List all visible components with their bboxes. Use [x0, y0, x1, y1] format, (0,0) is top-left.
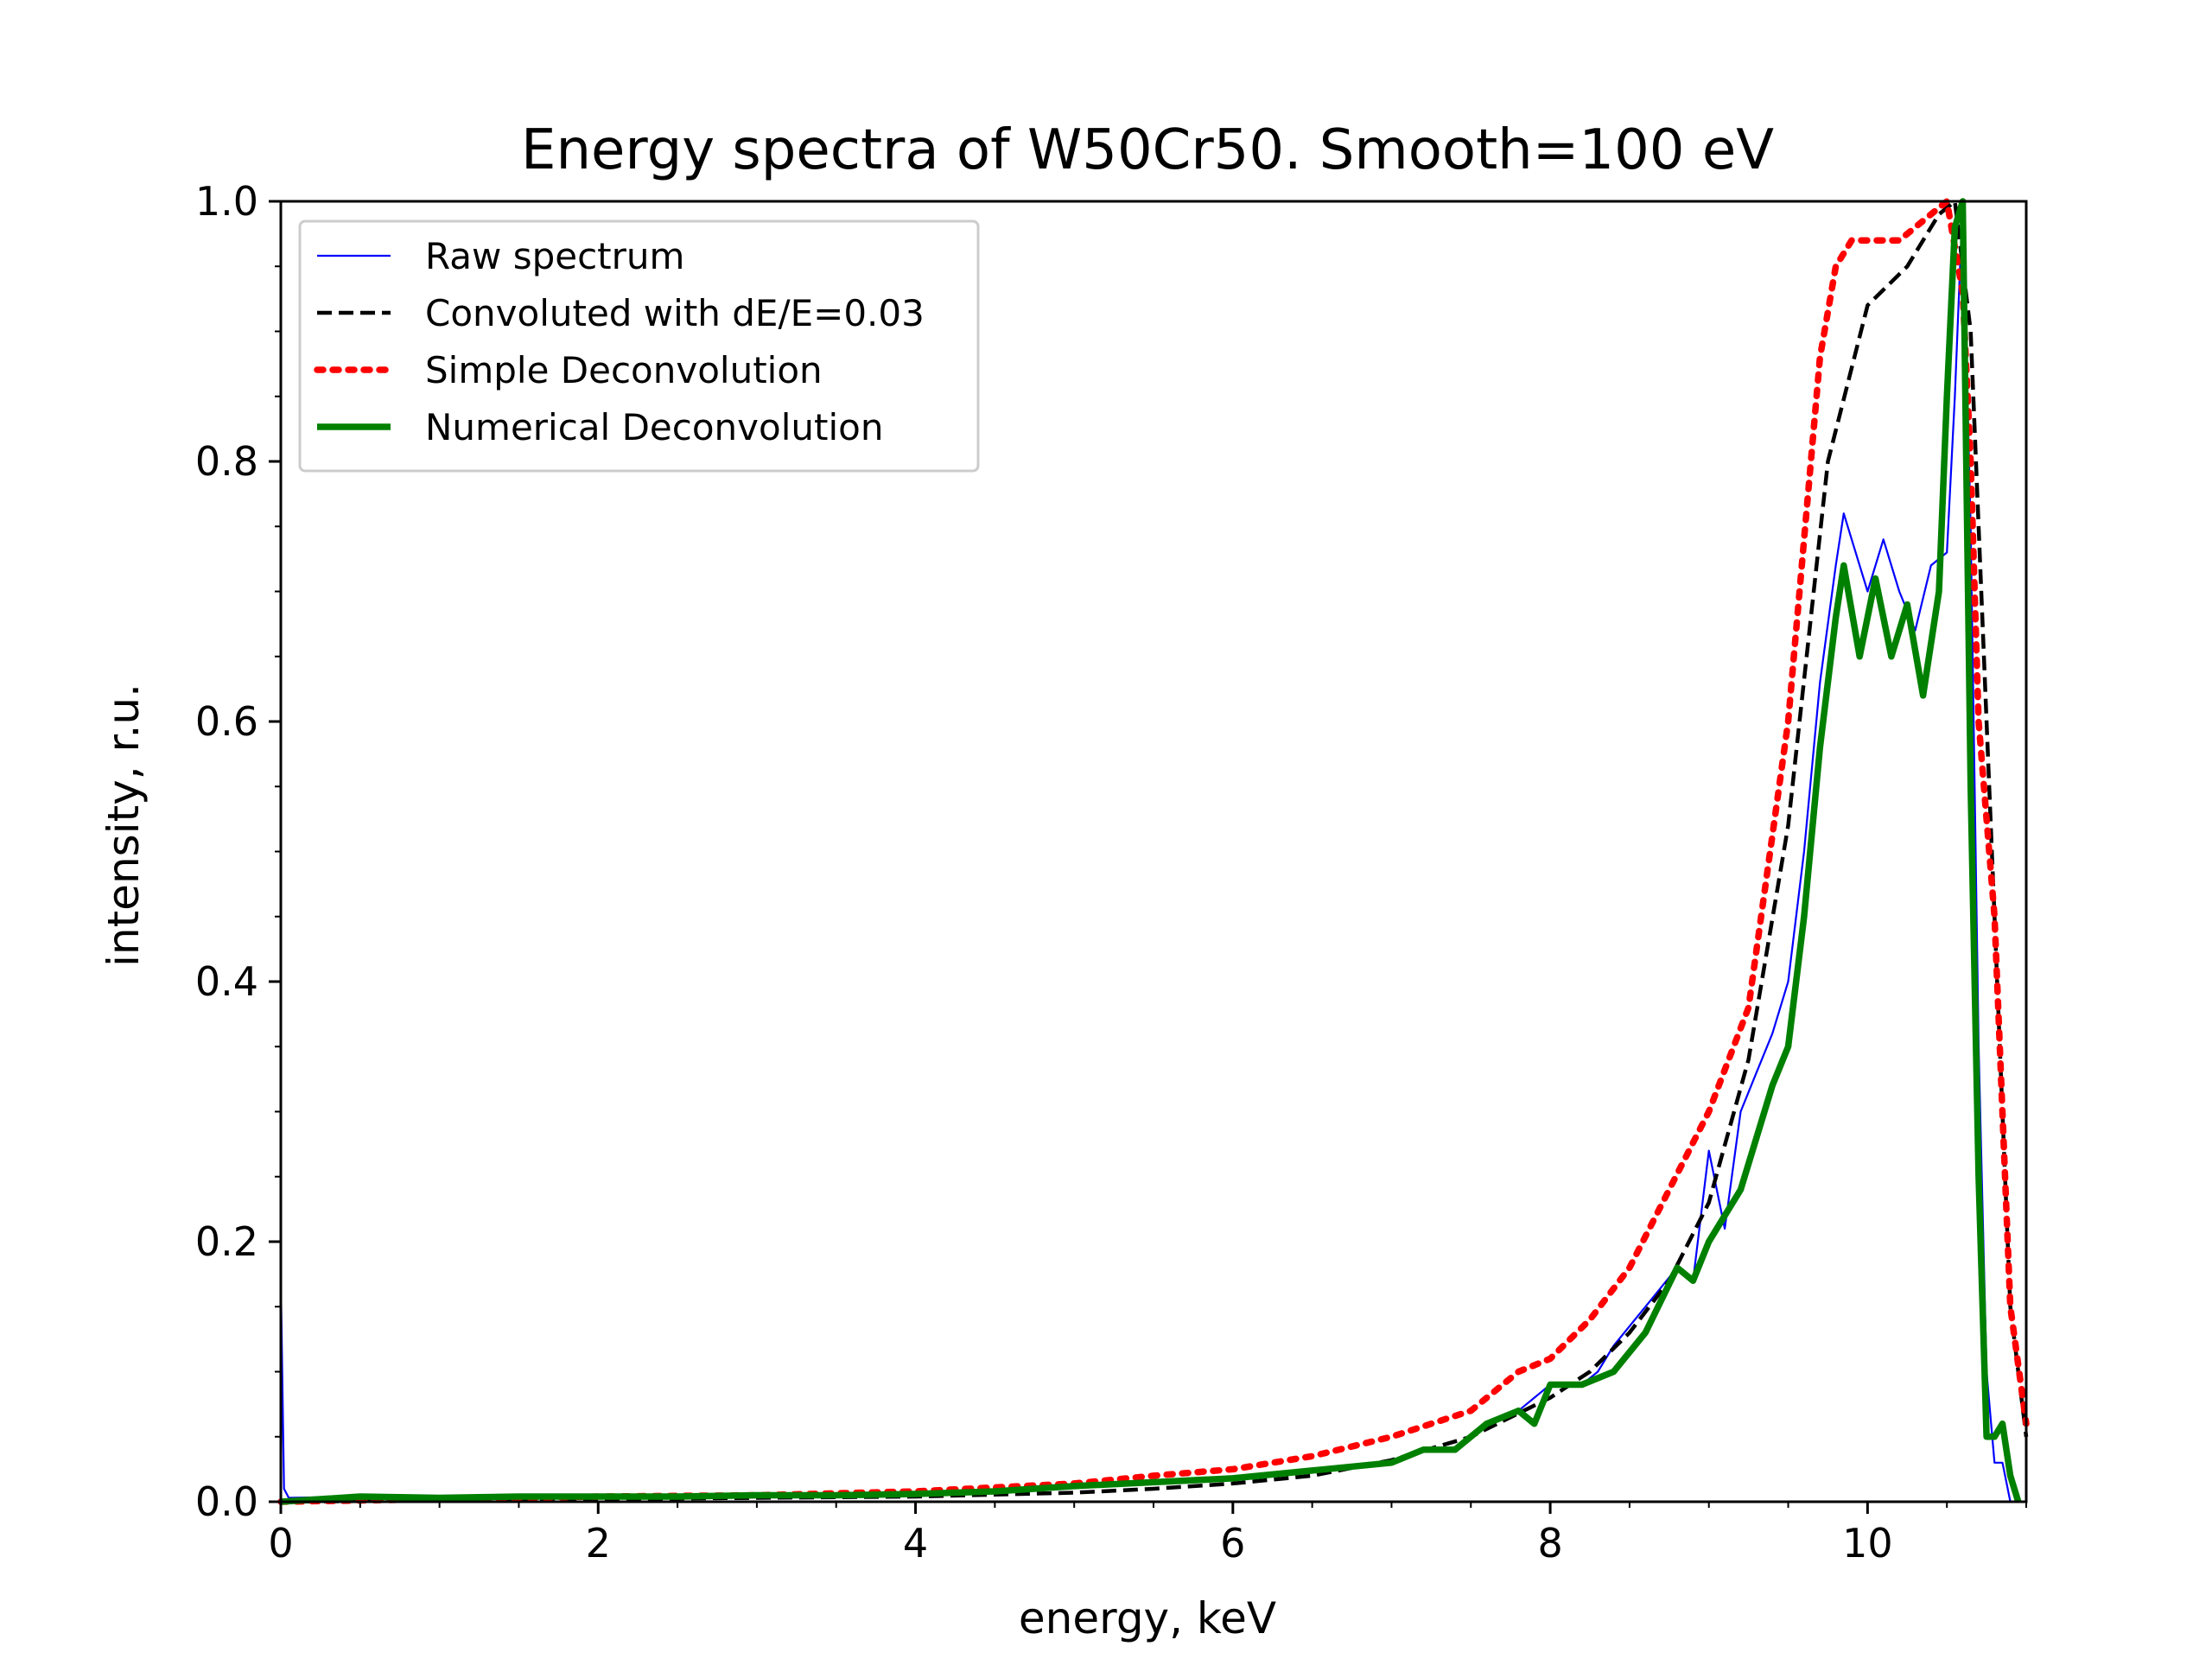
legend-label-1: Raw spectrum: [425, 235, 684, 277]
x-tick-label: 4: [903, 1520, 928, 1567]
x-tick-label: 10: [1842, 1520, 1893, 1567]
x-tick-label: 6: [1220, 1520, 1245, 1567]
x-tick-label: 2: [586, 1520, 611, 1567]
chart-title: Energy spectra of W50Cr50. Smooth=100 eV: [521, 118, 1774, 182]
legend-label-3: Simple Deconvolution: [425, 349, 823, 391]
y-axis-label: intensity, r.u.: [99, 683, 149, 967]
x-tick-label: 0: [268, 1520, 293, 1567]
y-tick-label: 0.8: [195, 438, 258, 485]
legend-label-2: Convoluted with dE/E=0.03: [425, 292, 925, 334]
y-tick-label: 0.4: [195, 958, 258, 1005]
y-tick-label: 0.2: [195, 1218, 258, 1265]
x-tick-label: 8: [1537, 1520, 1562, 1567]
legend-label-4: Numerical Deconvolution: [425, 406, 883, 448]
x-axis-label: energy, keV: [1019, 1593, 1276, 1643]
legend: Raw spectrum Convoluted with dE/E=0.03 Sim…: [298, 219, 980, 473]
series-line-4: [280, 198, 2022, 1505]
plot-area: 0 2 4 6 8 10 0.0 0.2 0.4 0.6 0.8 1.0: [195, 178, 2030, 1567]
y-tick-label: 1.0: [195, 178, 258, 225]
y-tick-label: 0.6: [195, 698, 258, 745]
ticks-layer: 0 2 4 6 8 10 0.0 0.2 0.4 0.6 0.8 1.0: [195, 178, 2027, 1567]
series-layer: [277, 198, 2030, 1505]
legend-box: [298, 219, 980, 473]
y-tick-label: 0.0: [195, 1478, 258, 1525]
